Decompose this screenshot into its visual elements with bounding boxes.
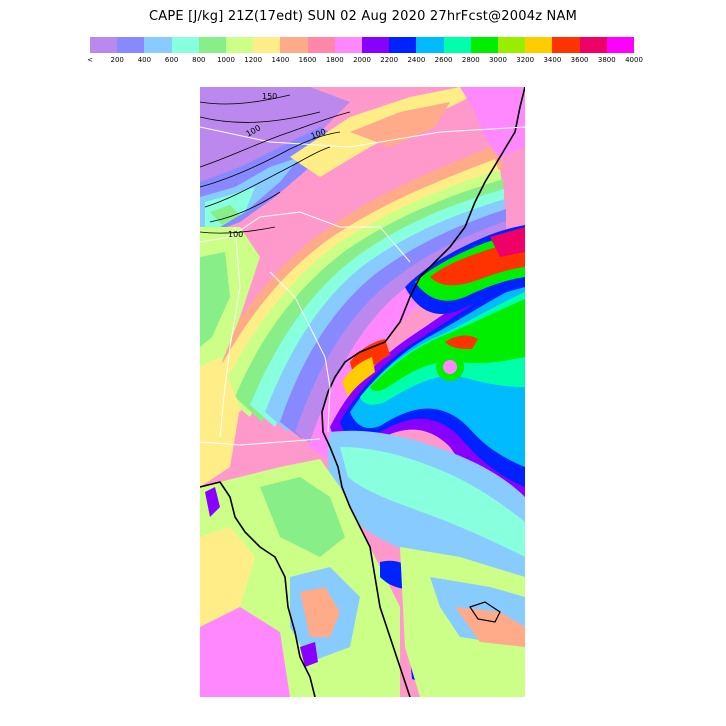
cape-region-gulf-violet [200, 607, 290, 697]
legend-tick-2: 400 [137, 56, 152, 64]
legend-swatch-13 [443, 37, 471, 53]
border-ga-fl [200, 438, 321, 446]
cape-region-ne-violet [460, 87, 525, 157]
contour-label-1: 150 [262, 92, 277, 101]
contour-line-1 [200, 94, 291, 105]
coastline-gulf [200, 481, 316, 697]
legend-swatch-6 [253, 37, 281, 53]
cape-cell-gulf-violet [300, 642, 318, 667]
legend-tick-13: 2600 [434, 56, 453, 64]
legend-tick-4: 800 [192, 56, 206, 64]
legend-tick-3: 600 [164, 56, 179, 64]
cape-region-offshore-red [445, 335, 478, 349]
border-nc-sc [200, 211, 411, 263]
legend-swatch-15 [498, 37, 526, 53]
legend-tick-19: 3800 [597, 56, 616, 64]
island-outline [469, 601, 501, 623]
legend-swatch-11 [389, 37, 417, 53]
cape-cell-offshore-core [443, 360, 457, 374]
cape-region-florida-green [260, 477, 345, 557]
contour-line-3 [200, 111, 351, 168]
cape-region-se-orange [455, 607, 525, 647]
cape-region-n-orange [350, 102, 450, 147]
color-legend-ticks: <200 400 600 800 1000 1200 1400 1600 1800 2000 220… [87, 56, 643, 66]
legend-tick-0: < [87, 56, 93, 64]
legend-swatch-2 [144, 37, 172, 53]
legend-tick-18: 3600 [570, 56, 589, 64]
contour-line-2 [200, 111, 321, 123]
border-sc-ga [269, 271, 331, 433]
legend-tick-7: 1400 [271, 56, 290, 64]
legend-swatch-3 [171, 37, 199, 53]
color-legend-bar [90, 37, 635, 53]
legend-tick-6: 1200 [244, 56, 263, 64]
chart-title: CAPE [J/kg] 21Z(17edt) SUN 02 Aug 2020 2… [149, 9, 577, 24]
border-al-ga [219, 226, 241, 438]
legend-tick-5: 1000 [217, 56, 235, 64]
cape-region-w-yellow [200, 357, 240, 487]
legend-tick-14: 2800 [461, 56, 480, 64]
contour-line-4 [200, 131, 341, 188]
cape-region-gulf-yellow [200, 527, 255, 627]
cape-region-coast-gold [342, 357, 375, 397]
border-va-nc [200, 126, 525, 148]
legend-swatch-1 [117, 37, 145, 53]
contour-line-7 [200, 226, 276, 234]
legend-tick-10: 2000 [353, 56, 371, 64]
legend-swatch-7 [280, 37, 308, 53]
cape-region-florida-orange [300, 587, 340, 637]
legend-swatch-19 [606, 37, 635, 53]
legend-swatch-17 [552, 37, 580, 53]
legend-swatch-14 [470, 37, 499, 53]
legend-tick-12: 2400 [407, 56, 426, 64]
contour-line-6 [209, 191, 281, 223]
cape-region-w-green [200, 252, 230, 347]
legend-tick-1: 200 [110, 56, 124, 64]
cape-region-carolina-crimson [490, 227, 525, 257]
legend-tick-11: 2200 [380, 56, 399, 64]
cape-region-atlantic-green [370, 299, 525, 392]
cape-map: 150 100 100 100 [200, 87, 525, 697]
legend-swatch-18 [579, 37, 607, 53]
legend-tick-16: 3200 [516, 56, 535, 64]
legend-swatch-0 [90, 37, 118, 53]
legend-swatch-4 [198, 37, 227, 53]
coastline-east [321, 87, 525, 697]
legend-swatch-8 [307, 37, 335, 53]
legend-swatch-10 [362, 37, 390, 53]
cape-region-offshore-teal [340, 447, 525, 557]
contour-line-5 [204, 146, 331, 208]
legend-tick-20: 4000 [625, 56, 643, 64]
legend-tick-9: 1800 [325, 56, 344, 64]
contour-label-4: 100 [228, 230, 243, 239]
legend-tick-8: 1600 [298, 56, 317, 64]
legend-swatch-9 [334, 37, 363, 53]
cape-cell-west-violet [205, 487, 220, 517]
cape-map-panel: 150 100 100 100 [200, 87, 525, 697]
legend-swatch-5 [226, 37, 254, 53]
legend-tick-17: 3400 [543, 56, 562, 64]
legend-swatch-16 [525, 37, 553, 53]
legend-swatch-12 [416, 37, 444, 53]
legend-tick-15: 3000 [489, 56, 507, 64]
